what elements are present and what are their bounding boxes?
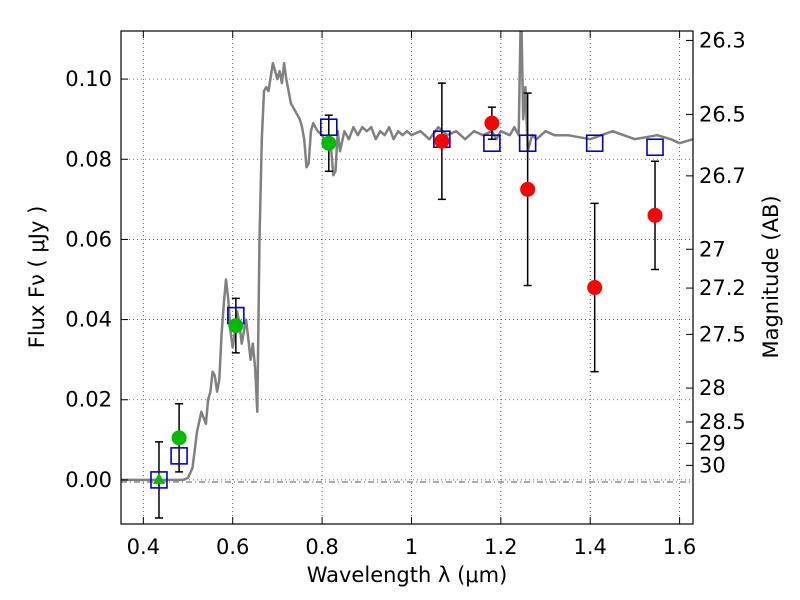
x-tick-label: 0.4	[127, 535, 160, 559]
model-spectrum-line	[121, 31, 693, 482]
magnitude-axis-title: Magnitude (AB)	[759, 195, 783, 358]
magnitude-tick-label: 26.5	[699, 102, 746, 126]
optical-data-point	[171, 430, 187, 446]
x-tick-label: 1.6	[663, 535, 696, 559]
x-tick-label: 0.6	[216, 535, 249, 559]
magnitude-tick-label: 27.5	[699, 322, 746, 346]
optical-data-point	[321, 135, 337, 151]
nir-data-point	[647, 207, 663, 223]
model-band-square	[646, 138, 664, 157]
x-tick-label: 1	[405, 535, 418, 559]
optical-data-point	[228, 318, 244, 334]
x-axis-ticks: 0.4 0.6 0.8 1 1.2 1.4 1.6	[127, 31, 696, 559]
y-axis-ticks: 0.00 0.02 0.04 0.06 0.08 0.10	[65, 67, 128, 492]
non-detection-triangle	[152, 472, 165, 484]
x-tick-label: 0.8	[305, 535, 338, 559]
model-band-square	[585, 134, 604, 153]
plot-frame	[120, 30, 694, 525]
magnitude-tick-label: 29	[699, 431, 726, 455]
y-tick-label: 0.10	[65, 67, 112, 91]
nir-data-point	[587, 280, 603, 296]
model-band-square	[150, 471, 168, 489]
y-tick-label: 0.02	[65, 388, 112, 412]
model-band-square	[170, 447, 188, 465]
magnitude-tick-label: 27.2	[699, 276, 746, 300]
grid-lines	[121, 31, 693, 524]
magnitude-tick-label: 26.7	[699, 164, 746, 188]
nir-data-point	[520, 181, 536, 197]
error-bars	[154, 82, 660, 519]
observed-points	[152, 115, 663, 484]
y-tick-label: 0.06	[65, 227, 112, 251]
model-band-square	[518, 134, 537, 153]
magnitude-tick-label: 26.3	[699, 28, 746, 52]
x-tick-label: 1.2	[484, 535, 517, 559]
model-band-square	[319, 118, 338, 136]
y-tick-label: 0.04	[65, 308, 112, 332]
nir-data-point	[484, 115, 500, 131]
magnitude-tick-label: 27	[699, 237, 726, 261]
nir-data-point	[434, 133, 450, 149]
magnitude-tick-label: 28	[699, 376, 726, 400]
y-tick-label: 0.00	[65, 468, 112, 492]
magnitude-tick-label: 30	[699, 453, 726, 477]
y-tick-label: 0.08	[65, 147, 112, 171]
y-axis-title: Flux Fν ( μJy )	[25, 206, 49, 349]
x-axis-title: Wavelength λ (μm)	[307, 563, 508, 587]
model-band-square	[483, 134, 501, 153]
x-tick-label: 1.4	[574, 535, 607, 559]
magnitude-tick-label: 28.5	[699, 410, 746, 434]
